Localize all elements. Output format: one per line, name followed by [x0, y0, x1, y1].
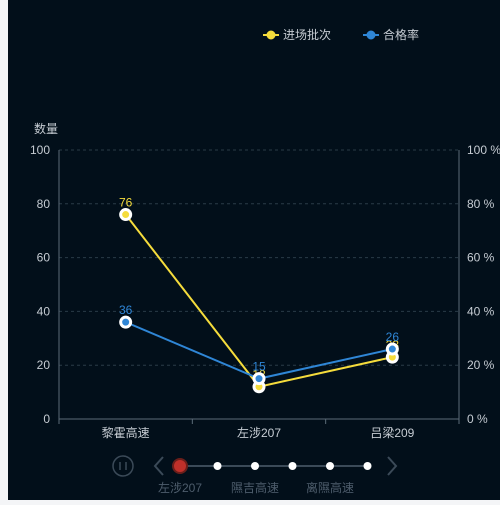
pause-icon [112, 455, 134, 477]
data-label: 15 [252, 360, 266, 374]
data-point [119, 208, 133, 222]
y-tick-label: 0 [43, 412, 50, 426]
legend-swatch-0 [266, 30, 276, 40]
y-axis-title: 数量 [34, 121, 58, 136]
timeline-point[interactable] [326, 462, 334, 470]
data-label: 36 [119, 303, 133, 317]
legend-label-1: 合格率 [383, 27, 419, 42]
y-tick-label: 60 [37, 251, 51, 265]
timeline-label: 隰吉高速 [231, 480, 279, 495]
legend-swatch-1 [366, 30, 376, 40]
y-tick-label: 100 [30, 143, 50, 157]
series-layer: 761223361526 [119, 196, 400, 394]
timeline-point-active[interactable] [172, 458, 188, 474]
x-tick-label: 左涉207 [237, 425, 281, 440]
axes: 0 20 40 60 80 100 0 % 20 % 40 % 60 % 80 % 100 % 黎霍高速… [30, 143, 500, 440]
y-tick-label: 20 [37, 358, 51, 372]
chart-svg: 进场批次 合格率 数量 0 20 40 60 80 100 0 % 20 % 40 % 60 % 80… [30, 27, 500, 495]
y2-tick-label: 40 % [467, 304, 495, 318]
x-tick-label: 吕梁209 [370, 425, 414, 440]
gridlines [59, 149, 459, 366]
data-label: 26 [386, 330, 400, 344]
data-point [119, 315, 133, 329]
timeline-point[interactable] [213, 462, 222, 470]
y2-tick-label: 80 % [467, 197, 495, 211]
x-tick-label: 黎霍高速 [102, 425, 150, 440]
y-tick-label: 80 [37, 197, 51, 211]
legend-label-0: 进场批次 [283, 27, 331, 42]
timeline: 左涉207 隰吉高速 离隰高速 [112, 455, 398, 495]
prev-arrow-icon[interactable] [153, 456, 164, 476]
y2-tick-label: 60 % [467, 251, 495, 265]
timeline-point[interactable] [251, 462, 259, 470]
y-tick-label: 40 [37, 304, 51, 318]
y2-tick-label: 0 % [467, 412, 488, 426]
timeline-point[interactable] [363, 462, 372, 470]
data-label: 76 [119, 196, 133, 210]
y2-tick-label: 100 % [467, 143, 500, 157]
data-point [252, 372, 266, 386]
next-arrow-icon[interactable] [387, 456, 398, 476]
chart-panel: 进场批次 合格率 数量 0 20 40 60 80 100 0 % 20 % 40 % 60 % 80… [8, 0, 500, 500]
data-point [385, 342, 399, 356]
play-pause-button[interactable] [112, 455, 134, 477]
legend: 进场批次 合格率 [263, 27, 419, 42]
timeline-label: 左涉207 [158, 480, 202, 495]
timeline-point[interactable] [288, 462, 297, 470]
timeline-label: 离隰高速 [306, 480, 354, 495]
y2-tick-label: 20 % [467, 358, 495, 372]
